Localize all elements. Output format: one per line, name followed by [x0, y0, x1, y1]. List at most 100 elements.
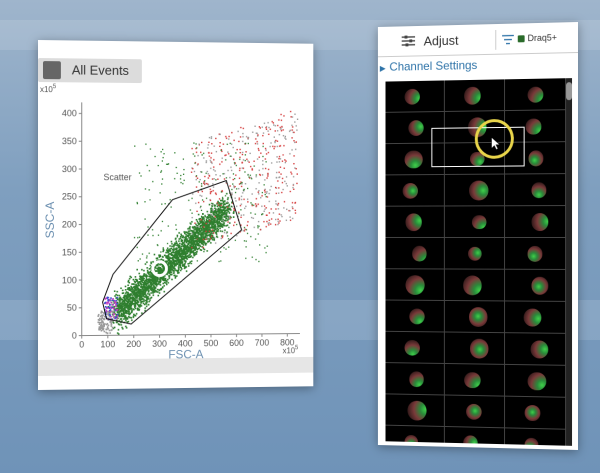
- event-point: [185, 236, 187, 238]
- cell-thumbnail[interactable]: [445, 301, 505, 333]
- event-point: [135, 308, 137, 310]
- event-point: [290, 116, 291, 117]
- event-point: [178, 266, 180, 268]
- event-point: [121, 308, 123, 310]
- cell-thumbnail[interactable]: [505, 397, 566, 430]
- event-point: [142, 279, 144, 281]
- cell-thumbnail[interactable]: [386, 80, 445, 112]
- event-point: [150, 148, 151, 149]
- cell-image: [470, 339, 489, 358]
- event-point: [166, 284, 168, 286]
- event-point: [116, 322, 118, 324]
- event-point: [282, 182, 283, 183]
- event-point: [166, 249, 168, 251]
- cell-thumbnail[interactable]: [386, 363, 445, 395]
- event-point: [214, 145, 215, 146]
- event-point: [101, 317, 103, 319]
- cell-thumbnail[interactable]: [445, 206, 505, 238]
- channel-settings-toggle[interactable]: ▶ Channel Settings: [380, 58, 478, 74]
- cell-thumbnail[interactable]: [386, 394, 445, 427]
- event-point: [196, 244, 198, 246]
- event-point: [237, 131, 238, 132]
- cell-thumbnail[interactable]: [445, 79, 505, 112]
- event-point: [242, 141, 243, 142]
- cell-thumbnail[interactable]: [505, 78, 566, 111]
- event-point: [130, 277, 132, 279]
- event-point: [139, 304, 141, 306]
- event-point: [296, 183, 297, 184]
- event-point: [214, 222, 216, 224]
- cell-thumbnail[interactable]: [505, 174, 566, 206]
- event-point: [198, 230, 200, 232]
- cell-thumbnail[interactable]: [505, 238, 566, 270]
- event-point: [162, 283, 164, 285]
- event-point: [184, 239, 186, 241]
- event-point: [169, 260, 171, 262]
- event-point: [106, 313, 108, 315]
- event-point: [155, 287, 157, 289]
- event-point: [149, 299, 151, 301]
- tab-adjust[interactable]: Adjust: [378, 24, 493, 56]
- cell-thumbnail[interactable]: [445, 427, 505, 446]
- event-point: [176, 275, 178, 277]
- event-point: [179, 259, 181, 261]
- event-point: [289, 153, 290, 154]
- y-tick-label: 200: [62, 220, 77, 230]
- event-point: [125, 320, 127, 322]
- event-point: [144, 304, 146, 306]
- event-point: [140, 302, 142, 304]
- event-point: [289, 210, 290, 211]
- cell-thumbnail[interactable]: [505, 365, 566, 398]
- cell-thumbnail[interactable]: [505, 428, 566, 446]
- event-point: [99, 322, 101, 324]
- event-point: [223, 220, 224, 221]
- cell-thumbnail[interactable]: [445, 269, 505, 301]
- event-point: [111, 311, 113, 313]
- event-point: [285, 160, 286, 161]
- cell-thumbnail[interactable]: [386, 426, 445, 446]
- grid-scrollbar[interactable]: [566, 78, 572, 446]
- event-point: [144, 307, 146, 309]
- event-point: [213, 159, 214, 160]
- event-point: [238, 188, 239, 189]
- grid-scrollbar-thumb[interactable]: [566, 82, 572, 100]
- event-point: [209, 240, 211, 242]
- event-point: [180, 249, 182, 251]
- cell-thumbnail[interactable]: [445, 332, 505, 364]
- event-point: [141, 280, 143, 282]
- event-point: [211, 207, 213, 209]
- cell-thumbnail[interactable]: [445, 238, 505, 270]
- event-point: [196, 226, 197, 227]
- cell-thumbnail[interactable]: [445, 395, 505, 428]
- event-point: [232, 183, 233, 184]
- event-point: [222, 219, 224, 221]
- event-point: [203, 239, 204, 240]
- cell-thumbnail[interactable]: [386, 332, 445, 364]
- event-point: [260, 229, 261, 230]
- cell-thumbnail[interactable]: [505, 270, 566, 302]
- cell-thumbnail[interactable]: [386, 206, 445, 238]
- cell-thumbnail[interactable]: [505, 206, 566, 238]
- event-point: [110, 321, 112, 323]
- event-point: [291, 149, 292, 150]
- scatter-plot[interactable]: 0 50 100 150 200 250 300 350 400 0 100 200 300 400 50…: [38, 40, 313, 380]
- event-point: [207, 147, 208, 148]
- cell-image-grid[interactable]: [386, 78, 573, 446]
- event-point: [198, 228, 200, 230]
- cell-thumbnail[interactable]: [445, 175, 505, 207]
- event-point: [145, 144, 146, 145]
- cell-thumbnail[interactable]: [386, 301, 445, 333]
- tab-draq5[interactable]: Draq5+: [495, 28, 577, 50]
- cell-thumbnail[interactable]: [505, 301, 566, 333]
- event-point: [258, 182, 259, 183]
- cell-thumbnail[interactable]: [445, 364, 505, 397]
- cell-thumbnail[interactable]: [505, 333, 566, 366]
- event-point: [209, 223, 211, 225]
- event-point: [113, 308, 115, 310]
- event-point: [193, 252, 195, 254]
- cell-thumbnail[interactable]: [386, 175, 445, 207]
- y-tick-label: 50: [67, 303, 77, 313]
- cell-thumbnail[interactable]: [386, 269, 445, 301]
- cell-thumbnail[interactable]: [386, 238, 445, 270]
- event-point: [258, 261, 259, 262]
